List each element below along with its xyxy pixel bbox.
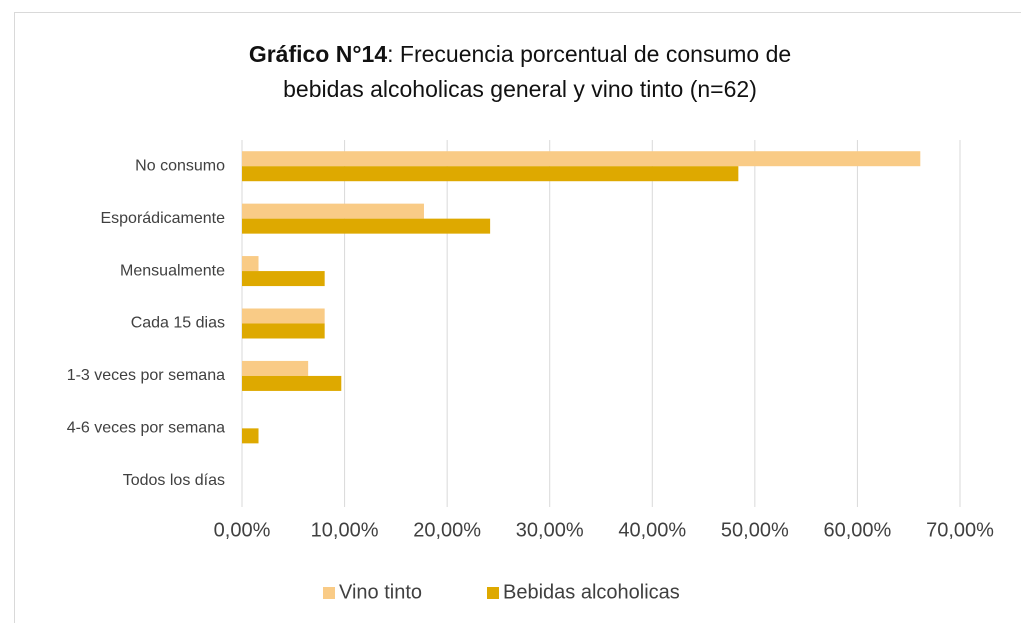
y-tick-label: Cada 15 dias — [131, 315, 225, 332]
title-line: : Frecuencia porcentual de consumo de — [387, 41, 791, 67]
x-tick-label: 10,00% — [311, 519, 379, 541]
title-bold: Gráfico N°14 — [249, 41, 388, 67]
x-tick-label: 20,00% — [413, 519, 481, 541]
legend-label: Bebidas alcoholicas — [503, 581, 680, 603]
title-line: bebidas alcoholicas general y vino tinto… — [283, 76, 757, 102]
bar — [242, 308, 325, 324]
y-tick-label: 4-6 veces por semana — [67, 420, 225, 437]
x-tick-label: 70,00% — [926, 519, 994, 541]
chart-title: Gráfico N°14: Frecuencia porcentual de c… — [249, 41, 791, 67]
bar — [242, 428, 259, 444]
bar — [242, 256, 259, 272]
legend-swatch — [487, 587, 499, 599]
x-tick-label: 30,00% — [516, 519, 584, 541]
x-tick-label: 0,00% — [214, 519, 271, 541]
y-tick-label: Todos los días — [123, 472, 225, 489]
x-tick-label: 40,00% — [618, 519, 686, 541]
bar — [242, 203, 424, 219]
bar — [242, 271, 325, 287]
y-tick-label: No consumo — [135, 157, 225, 174]
y-tick-label: Esporádicamente — [100, 210, 225, 227]
x-tick-label: 60,00% — [824, 519, 892, 541]
chart-border — [14, 12, 1021, 623]
y-tick-label: Mensualmente — [120, 262, 225, 279]
bar — [242, 360, 309, 376]
legend-swatch — [323, 587, 335, 599]
y-tick-label: 1-3 veces por semana — [67, 367, 225, 384]
legend-label: Vino tinto — [339, 581, 422, 603]
x-tick-label: 50,00% — [721, 519, 789, 541]
bar — [242, 218, 491, 234]
bar — [242, 323, 325, 339]
bar — [242, 151, 921, 167]
bar — [242, 166, 739, 182]
bar — [242, 375, 342, 391]
